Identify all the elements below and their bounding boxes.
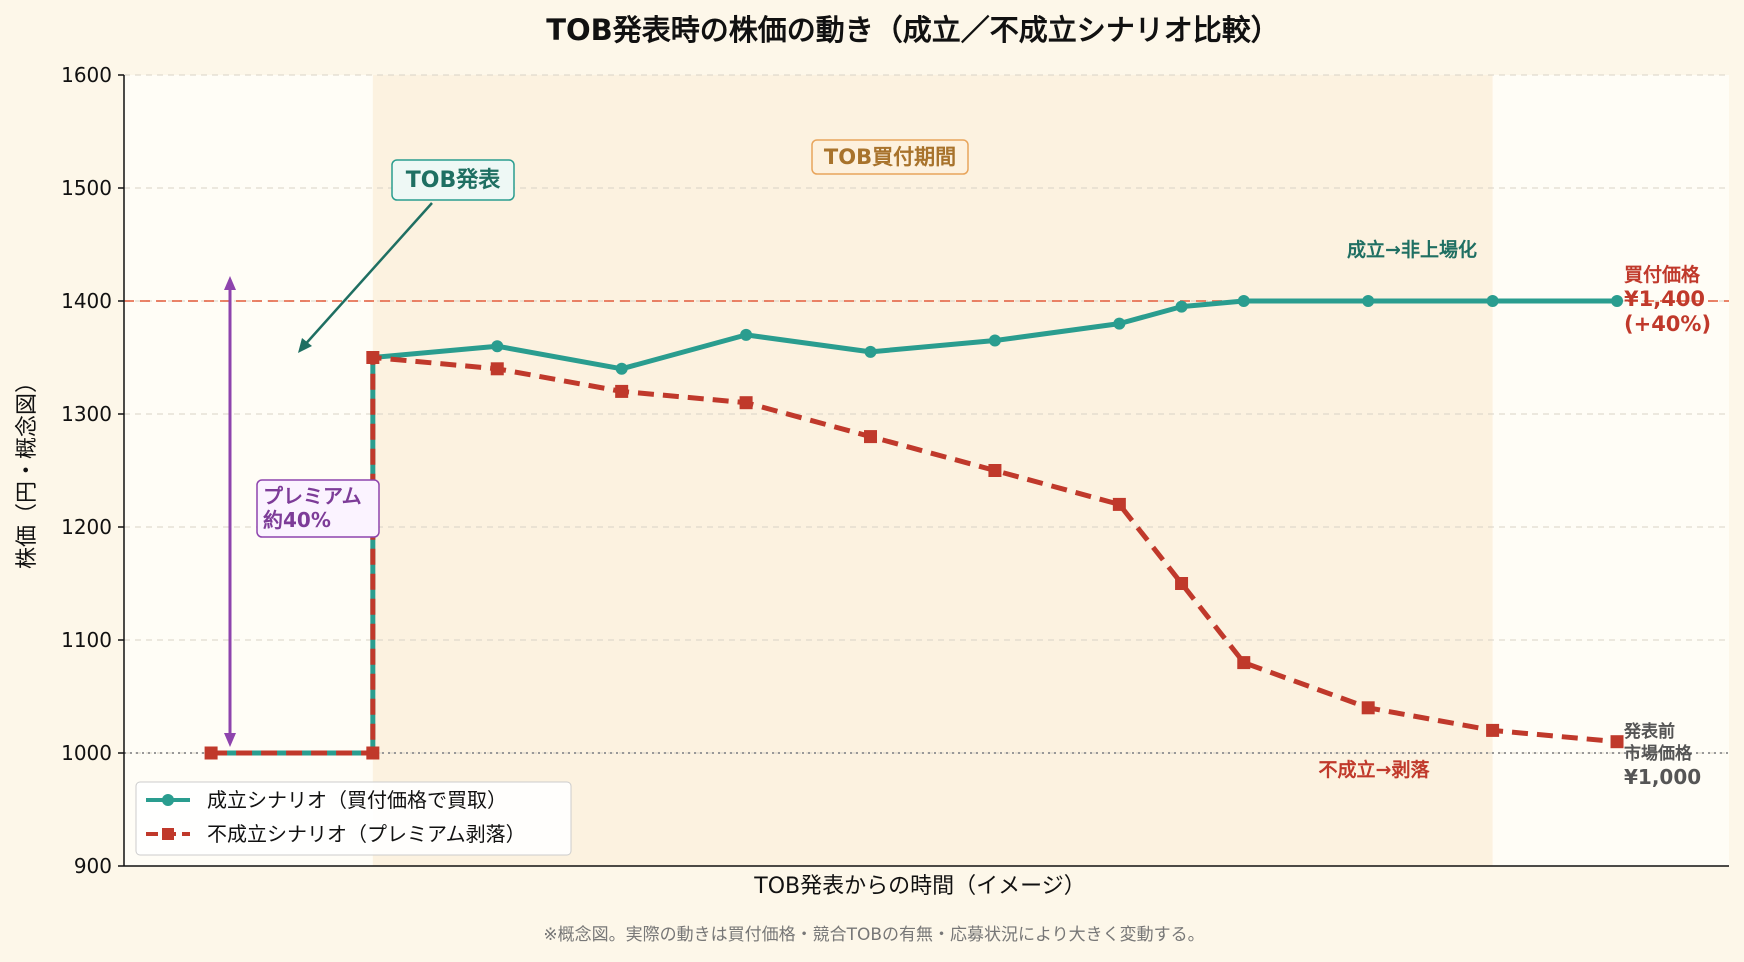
y-axis-label: 株価（円・概念図） (15, 371, 40, 569)
legend: 成立シナリオ（買付価格で買取） 不成立シナリオ（プレミアム剥落） (135, 781, 572, 856)
fail-point (1175, 577, 1189, 590)
offer-price-label: 買付価格 ¥1,400 (+40%) (1624, 263, 1711, 336)
fail-point (366, 746, 380, 760)
success-point (615, 362, 628, 375)
fail-series-line (211, 355, 1618, 756)
fail-point (1361, 701, 1375, 715)
y-tick-label: 1300 (61, 402, 112, 426)
fail-outcome-label: 不成立→剥落 (1319, 758, 1431, 781)
success-point (1611, 295, 1624, 307)
series-markers (204, 295, 1624, 760)
tob-announce-label: TOB発表 (406, 168, 501, 193)
series-lines (211, 298, 1618, 756)
fail-point (1486, 723, 1500, 737)
legend-label-success: 成立シナリオ（買付価格で買取） (207, 788, 507, 812)
footnote: ※概念図。実際の動きは買付価格・競合TOBの有無・応募状況により大きく変動する。 (543, 924, 1204, 945)
legend-item-fail: 不成立シナリオ（プレミアム剥落） (146, 822, 526, 846)
fail-point (864, 430, 878, 444)
legend-item-success: 成立シナリオ（買付価格で買取） (146, 788, 507, 812)
success-point (1113, 317, 1126, 330)
tob-announce-callout: TOB発表 (298, 159, 515, 353)
success-point (1237, 295, 1250, 307)
y-tick-label: 1400 (61, 289, 112, 313)
success-point (1486, 295, 1499, 307)
fail-point (1610, 735, 1624, 749)
y-tick-label: 1000 (61, 741, 112, 765)
premium-label-line1: プレミアム (263, 484, 362, 508)
legend-box (135, 781, 572, 856)
fail-point (988, 464, 1002, 477)
fail-point (204, 746, 218, 760)
success-point (1362, 295, 1375, 307)
premium-label-line2: 約40% (263, 508, 331, 532)
prev-price-line2: 市場価格 (1624, 743, 1693, 764)
offer-price-line1: 買付価格 (1624, 263, 1701, 286)
prev-price-label: 発表前 市場価格 ¥1,000 (1623, 721, 1701, 789)
prev-price-line3: ¥1,000 (1624, 765, 1701, 789)
legend-label-fail: 不成立シナリオ（プレミアム剥落） (207, 822, 526, 846)
y-tick-label: 1500 (61, 176, 112, 200)
fail-point (615, 384, 629, 398)
fail-point (366, 351, 380, 364)
tob-period-band (372, 75, 1493, 866)
chart-title: TOB発表時の株価の動き（成立／不成立シナリオ比較） (546, 13, 1280, 47)
x-axis-label: TOB発表からの時間（イメージ） (753, 874, 1085, 899)
offer-price-line2: ¥1,400 (1624, 287, 1705, 311)
y-tick-label: 1600 (61, 63, 112, 87)
success-outcome-label: 成立→非上場化 (1347, 238, 1477, 261)
success-point (864, 345, 877, 358)
fail-point (739, 396, 753, 410)
y-tick-label: 1100 (61, 628, 112, 652)
fail-point (1237, 656, 1251, 670)
success-series-line (211, 298, 1618, 756)
premium-label-box: プレミアム 約40% (256, 479, 380, 538)
success-point (491, 340, 504, 353)
y-tick-label: 1200 (61, 515, 112, 539)
success-point (740, 328, 753, 341)
y-ticks: 900 1000 1100 1200 1300 1400 1500 1600 (61, 63, 124, 878)
prev-price-line1: 発表前 (1623, 721, 1675, 742)
fail-point (1112, 497, 1126, 511)
offer-price-line3: (+40%) (1624, 312, 1711, 336)
success-point (1175, 300, 1188, 313)
tob-period-label-box: TOB買付期間 (811, 139, 969, 175)
fail-point (490, 362, 504, 376)
success-point (988, 334, 1001, 347)
premium-arrow (224, 276, 236, 747)
y-tick-label: 900 (74, 854, 112, 878)
tob-period-label: TOB買付期間 (824, 145, 956, 169)
